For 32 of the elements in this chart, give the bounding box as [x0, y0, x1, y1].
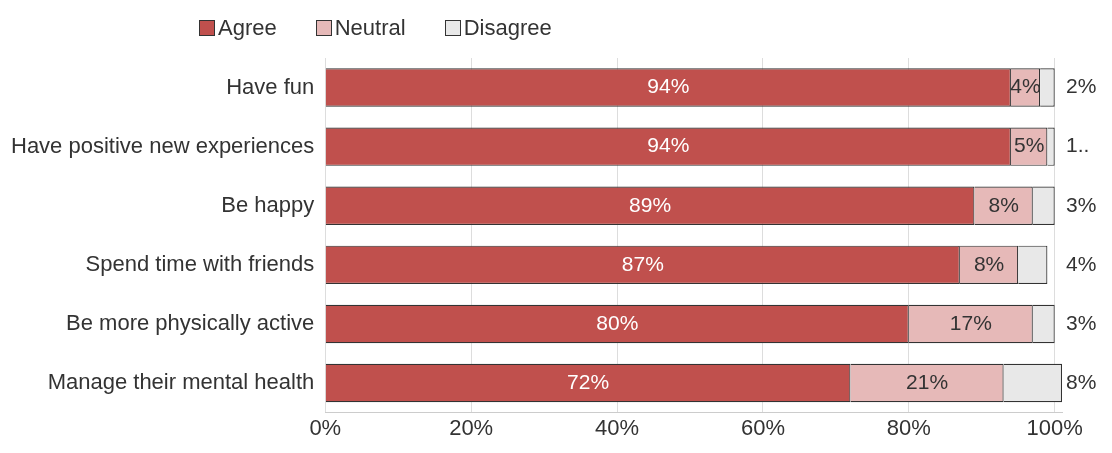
- legend-label: Agree: [218, 15, 277, 41]
- x-tick-label: 40%: [595, 414, 640, 440]
- data-label: 8%: [988, 192, 1019, 216]
- y-tick-label: Manage their mental health: [47, 369, 315, 395]
- data-label: 94%: [647, 133, 690, 157]
- data-label: 21%: [906, 369, 949, 393]
- data-label: 80%: [596, 310, 639, 334]
- x-tick-label: 20%: [449, 414, 494, 440]
- data-label: 17%: [949, 310, 992, 334]
- data-label: 4%: [1066, 251, 1097, 275]
- legend-label: Neutral: [334, 15, 406, 41]
- data-label: 3%: [1066, 310, 1097, 334]
- data-label: 72%: [567, 369, 610, 393]
- data-label: 2%: [1066, 74, 1097, 98]
- y-tick-label: Have fun: [226, 73, 315, 99]
- data-label: 8%: [1066, 369, 1097, 393]
- x-tick-label: 100%: [1026, 414, 1083, 440]
- data-label: 1..: [1066, 133, 1090, 157]
- y-tick-label: Spend time with friends: [85, 250, 315, 276]
- y-tick-label: Be more physically active: [66, 310, 315, 336]
- y-tick-label: Be happy: [221, 191, 315, 217]
- data-label: 5%: [1014, 133, 1045, 157]
- data-label: 8%: [973, 251, 1005, 275]
- data-label: 94%: [647, 74, 690, 98]
- data-label: 87%: [621, 251, 664, 275]
- x-tick-label: 80%: [886, 414, 931, 440]
- data-label: 89%: [629, 192, 672, 216]
- y-tick-label: Have positive new experiences: [10, 132, 315, 158]
- data-label: 3%: [1066, 192, 1097, 216]
- legend-label: Disagree: [463, 15, 552, 41]
- x-tick-label: 0%: [309, 414, 342, 440]
- x-tick-label: 60%: [740, 414, 785, 440]
